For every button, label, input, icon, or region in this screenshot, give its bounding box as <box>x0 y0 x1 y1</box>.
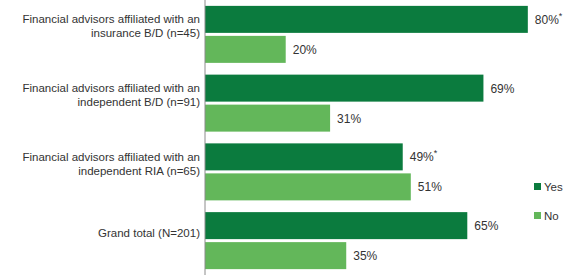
category-label: Grand total (N=201) <box>98 227 200 239</box>
data-label: 65% <box>474 219 498 233</box>
category-label: Financial advisors affiliated with anind… <box>23 82 201 108</box>
legend-label: No <box>544 210 559 222</box>
bar <box>205 173 411 200</box>
data-label: 49%* <box>410 148 438 164</box>
bar <box>205 242 346 269</box>
data-labels: 80%* 20% 69% 31% 49%* 51% 65% 35% <box>293 11 563 263</box>
bar <box>205 212 467 239</box>
legend-swatch <box>534 183 541 190</box>
legend: Yes No <box>534 181 563 222</box>
data-label: 80%* <box>535 11 563 27</box>
data-label: 31% <box>337 112 361 126</box>
data-label: 69% <box>490 82 514 96</box>
legend-label: Yes <box>544 181 563 193</box>
axis-line <box>205 0 206 275</box>
bar <box>205 105 330 132</box>
data-label: 20% <box>293 43 317 57</box>
bar <box>205 143 403 170</box>
bar <box>205 36 286 63</box>
category-labels: Financial advisors affiliated with anins… <box>23 13 201 238</box>
bars <box>205 6 528 269</box>
data-label: 35% <box>353 249 377 263</box>
category-label: Financial advisors affiliated with anind… <box>23 151 201 177</box>
legend-swatch <box>534 212 541 219</box>
data-label: 51% <box>418 180 442 194</box>
chart-svg: 80%* 20% 69% 31% 49%* 51% 65% 35% Financial advi… <box>0 0 578 275</box>
bar <box>205 6 528 33</box>
category-label: Financial advisors affiliated with anins… <box>23 13 201 39</box>
chart-container: 80%* 20% 69% 31% 49%* 51% 65% 35% Financial advi… <box>0 0 578 275</box>
bar <box>205 75 483 102</box>
